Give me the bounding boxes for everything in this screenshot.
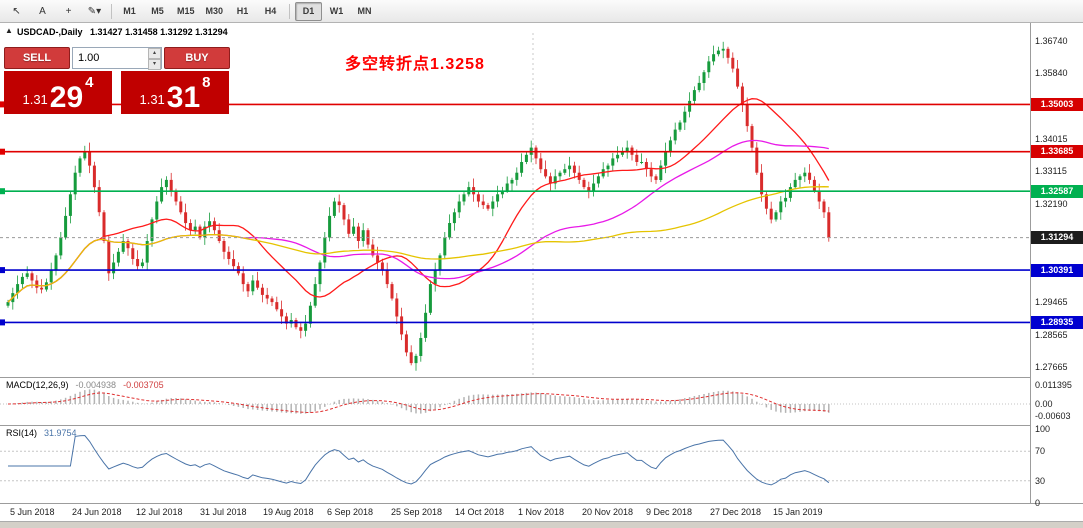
- trade-controls-row: SELL ▴ ▾ BUY: [4, 47, 230, 70]
- toolbar-tools-group: ↖ A + ✎▾: [4, 2, 107, 21]
- buy-price-sup: 8: [202, 74, 211, 91]
- timeframe-mn-button[interactable]: MN: [357, 6, 372, 16]
- rsi-axis-label: 0: [1035, 498, 1041, 508]
- toolbar-text-tool-button[interactable]: A: [39, 5, 46, 17]
- rsi-label: RSI(14): [6, 428, 38, 438]
- rsi-header: RSI(14) 31.9754: [6, 428, 77, 438]
- volume-spinner: ▴ ▾: [148, 48, 161, 70]
- macd-label: MACD(12,26,9): [6, 380, 69, 390]
- date-axis-label: 9 Dec 2018: [646, 507, 693, 517]
- date-axis-label: 25 Sep 2018: [391, 507, 443, 517]
- rsi-axis-label: 100: [1035, 424, 1051, 434]
- toolbar-draw-tools-button[interactable]: ✎▾: [87, 5, 102, 17]
- price-axis-label: 1.27665: [1035, 362, 1068, 372]
- timeframe-h1-button[interactable]: H1: [236, 6, 249, 16]
- date-axis-label: 15 Jan 2019: [773, 507, 823, 517]
- rsi-canvas[interactable]: [0, 426, 1030, 503]
- price-axis-label: 1.35840: [1035, 68, 1068, 78]
- date-axis-label: 19 Aug 2018: [263, 507, 314, 517]
- toolbar: ↖ A + ✎▾ M1 M5 M15 M30 H1 H4 D1 W1 MN: [0, 0, 1083, 23]
- price-axis-label: 1.33115: [1035, 166, 1067, 176]
- pane-separator[interactable]: [0, 425, 1083, 426]
- toolbar-cursor-button[interactable]: ↖: [12, 5, 21, 17]
- date-axis-label: 5 Jun 2018: [10, 507, 55, 517]
- rsi-indicator-pane[interactable]: [0, 426, 1030, 503]
- timeframe-h4-button[interactable]: H4: [264, 6, 277, 16]
- price-level-badge: 1.33685: [1031, 145, 1083, 158]
- timeframe-m15-button[interactable]: M15: [177, 6, 195, 16]
- ohlc-values: 1.31427 1.31458 1.31292 1.31294: [90, 27, 228, 37]
- sell-button[interactable]: SELL: [4, 47, 70, 69]
- price-level-badge: 1.28935: [1031, 316, 1083, 329]
- macd-canvas[interactable]: [0, 378, 1030, 425]
- volume-input[interactable]: [72, 47, 162, 69]
- toolbar-timeframes-group: M1 M5 M15 M30 H1 H4 D1 W1 MN: [116, 1, 378, 21]
- rsi-axis-label: 70: [1035, 446, 1046, 456]
- sell-price-prefix: 1.31: [22, 92, 48, 107]
- macd-axis-label: -0.00603: [1035, 411, 1071, 421]
- pane-separator: [0, 503, 1083, 504]
- window-bottom-strip: [0, 521, 1083, 528]
- date-axis-label: 1 Nov 2018: [518, 507, 565, 517]
- volume-down-icon[interactable]: ▾: [148, 59, 161, 70]
- sell-price-sup: 4: [85, 74, 94, 91]
- buy-price-big: 31: [166, 80, 201, 114]
- toolbar-separator: [111, 3, 112, 19]
- rsi-axis-label: 30: [1035, 476, 1046, 486]
- buy-button[interactable]: BUY: [164, 47, 230, 69]
- price-chart-canvas[interactable]: [0, 23, 1030, 378]
- price-axis-label: 1.28565: [1035, 330, 1068, 340]
- time-scale[interactable]: 5 Jun 2018 24 Jun 2018 12 Jul 2018 31 Jul 2…: [0, 504, 1030, 521]
- rsi-value: 31.9754: [44, 428, 77, 438]
- chart-header: USDCAD-,Daily 1.31427 1.31458 1.31292 1.…: [17, 27, 228, 37]
- date-axis-label: 31 Jul 2018: [200, 507, 247, 517]
- macd-axis-label: 0.011395: [1035, 380, 1072, 390]
- macd-header: MACD(12,26,9) -0.004938 -0.003705: [6, 380, 164, 390]
- volume-box: ▴ ▾: [72, 47, 162, 70]
- timeframe-w1-button[interactable]: W1: [329, 6, 344, 16]
- date-axis-label: 6 Sep 2018: [327, 507, 374, 517]
- macd-signal-value: -0.003705: [123, 380, 164, 390]
- date-axis-label: 27 Dec 2018: [710, 507, 762, 517]
- chart-annotation: 多空转折点1.3258: [345, 56, 485, 73]
- timeframe-m1-button[interactable]: M1: [123, 6, 136, 16]
- date-axis-label: 20 Nov 2018: [582, 507, 634, 517]
- price-level-badge: 1.30391: [1031, 264, 1083, 277]
- price-level-badge: 1.32587: [1031, 185, 1083, 198]
- timeframe-d1-button[interactable]: D1: [295, 1, 323, 21]
- price-axis-label: 1.29465: [1035, 297, 1068, 307]
- buy-price-prefix: 1.31: [139, 92, 165, 107]
- price-level-badge: 1.31294: [1031, 231, 1083, 244]
- trade-prices-row: 1.31 29 4 1.31 31 8: [4, 71, 230, 114]
- price-axis-label: 1.36740: [1035, 36, 1068, 46]
- macd-main-value: -0.004938: [75, 380, 117, 390]
- one-click-collapse-icon[interactable]: ▲: [5, 26, 13, 35]
- macd-indicator-pane[interactable]: [0, 378, 1030, 425]
- sell-price-display[interactable]: 1.31 29 4: [4, 71, 112, 114]
- pane-separator[interactable]: [0, 377, 1083, 378]
- price-level-badge: 1.35003: [1031, 98, 1083, 111]
- symbol-title: USDCAD-,Daily: [17, 27, 83, 37]
- date-axis-label: 12 Jul 2018: [136, 507, 183, 517]
- timeframe-m30-button[interactable]: M30: [205, 6, 224, 16]
- date-axis-label: 14 Oct 2018: [455, 507, 505, 517]
- price-axis-label: 1.32190: [1035, 199, 1068, 209]
- timeframe-m5-button[interactable]: M5: [151, 6, 164, 16]
- toolbar-separator: [289, 3, 291, 19]
- date-axis-label: 24 Jun 2018: [72, 507, 122, 517]
- price-scale[interactable]: 1.36740 1.35840 1.34015 1.33115 1.32190 1.294…: [1030, 23, 1083, 508]
- buy-price-display[interactable]: 1.31 31 8: [121, 71, 229, 114]
- macd-axis-label: 0.00: [1035, 399, 1053, 409]
- sell-price-big: 29: [49, 80, 84, 114]
- toolbar-crosshair-button[interactable]: +: [65, 5, 72, 17]
- volume-up-icon[interactable]: ▴: [148, 48, 161, 59]
- price-axis-label: 1.34015: [1035, 134, 1068, 144]
